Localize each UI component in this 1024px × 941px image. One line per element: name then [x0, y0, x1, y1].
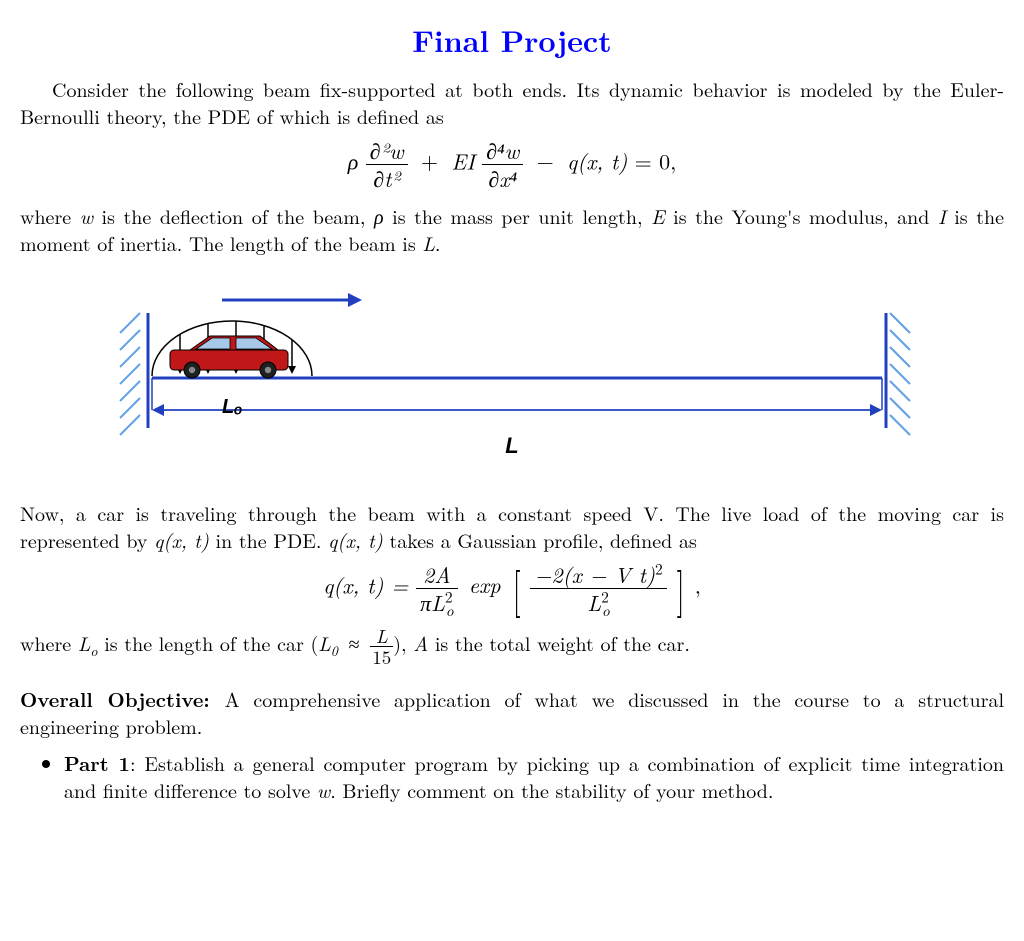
equation-1: ρ ∂²w ∂t² + EI ∂⁴w ∂x⁴ − q(x, t) = 0,: [20, 139, 1004, 190]
frac-L-15: L 15: [370, 626, 393, 667]
eq2-frac1-den: πL2o: [416, 589, 457, 614]
part-1: Part 1: Establish a general computer pro…: [64, 749, 1004, 803]
p3-b: in the PDE.: [209, 525, 328, 554]
eq1-minus: −: [537, 145, 554, 176]
eq1-EI: EI: [451, 145, 474, 176]
sym-qxt-1: q(x, t): [154, 525, 209, 554]
frac-L-15-den: 15: [370, 647, 393, 667]
sym-approx: ≈: [349, 628, 360, 657]
eq2-frac2-den-a: L: [587, 587, 601, 618]
beam-svg: L Lₒ: [92, 278, 932, 468]
sym-Lo-o: o: [90, 641, 97, 661]
eq2-frac2-den-o: o: [602, 600, 610, 621]
p2-b: is the deflection of the beam,: [93, 201, 374, 230]
objective: Overall Objective: A comprehensive appli…: [20, 685, 1004, 739]
paragraph-4: where Lo is the length of the car (L0 ≈ …: [20, 626, 1004, 667]
eq1-frac2: ∂⁴w ∂x⁴: [482, 139, 523, 190]
sym-Lo-L: L: [78, 628, 91, 657]
eq1-frac1-num: ∂²w: [366, 139, 408, 165]
sym-L0-0: 0: [331, 641, 338, 661]
eq2-frac2-num: −2(x − V t)2: [530, 563, 666, 589]
eq1-plus: +: [421, 145, 438, 176]
eq2-frac1-den-o: o: [446, 600, 454, 621]
eq2-frac2-num-sq: 2: [655, 558, 663, 579]
eq2-frac1-num-t: 2A: [423, 559, 451, 590]
p2-a: where: [20, 201, 80, 230]
eq1-frac1-den: ∂t²: [366, 165, 408, 190]
p4-a: where: [20, 628, 78, 657]
sym-rho: ρ: [374, 201, 384, 230]
beam-figure: L Lₒ: [92, 278, 932, 473]
eq2-lbracket: [: [512, 562, 520, 610]
part-1-w: w: [317, 775, 330, 804]
paragraph-1: Consider the following beam fix-supporte…: [20, 75, 1004, 129]
eq2-exp: exp: [469, 569, 501, 600]
paragraph-2: where w is the deflection of the beam, ρ…: [20, 202, 1004, 256]
eq2-frac1-den-a: πL: [420, 587, 445, 618]
sym-L: L: [422, 228, 435, 257]
eq2-trail: ,: [695, 569, 701, 600]
eq2-frac2-num-a: −2(x − V t): [534, 559, 654, 590]
sym-E: E: [651, 201, 665, 230]
eq1-frac1: ∂²w ∂t²: [366, 139, 408, 190]
eq1-q: q(x, t): [567, 145, 627, 176]
eq2-lhs: q(x, t) =: [323, 569, 416, 600]
eq2-frac1-num: 2A: [416, 563, 457, 589]
eq2-frac2: −2(x − V t)2 L2o: [530, 563, 666, 614]
part-1-label: Part 1: [64, 748, 130, 777]
sym-I: I: [938, 201, 946, 230]
eq2-frac2-den: L2o: [530, 589, 666, 614]
eq1-frac2-num: ∂⁴w: [482, 139, 523, 165]
sym-A: A: [413, 628, 428, 657]
p3-c: takes a Gaussian profile, defined as: [383, 525, 697, 554]
p2-c: is the mass per unit length,: [384, 201, 651, 230]
eq1-eq0: = 0,: [635, 145, 677, 176]
equation-2: q(x, t) = 2A πL2o exp [ −2(x − V t)2 L2o…: [20, 563, 1004, 614]
p4-b: is the length of the car (: [98, 628, 319, 657]
p2-d: is the Young's modulus, and: [665, 201, 938, 230]
eq1-rho: ρ: [348, 145, 359, 176]
p2-f: .: [435, 228, 441, 257]
sym-w: w: [80, 201, 93, 230]
page-title: Final Project: [20, 20, 1004, 61]
svg-text:L: L: [505, 433, 518, 458]
p4-d: is the total weight of the car.: [428, 628, 690, 657]
part-1-text2: . Briefly comment on the stability of yo…: [330, 775, 773, 804]
p4-c: ),: [393, 628, 413, 657]
eq2-frac1: 2A πL2o: [416, 563, 457, 614]
sym-Lo: Lo: [78, 628, 98, 657]
sym-qxt-2: q(x, t): [328, 525, 383, 554]
eq1-frac2-den: ∂x⁴: [482, 165, 523, 190]
parts-list: Part 1: Establish a general computer pro…: [20, 749, 1004, 803]
eq2-rbracket: ]: [677, 562, 685, 610]
svg-text:Lₒ: Lₒ: [222, 396, 243, 418]
sym-L0-L: L: [318, 628, 331, 657]
sym-L0: L0: [318, 628, 338, 657]
objective-label: Overall Objective:: [20, 684, 225, 713]
paragraph-3: Now, a car is traveling through the beam…: [20, 499, 1004, 553]
